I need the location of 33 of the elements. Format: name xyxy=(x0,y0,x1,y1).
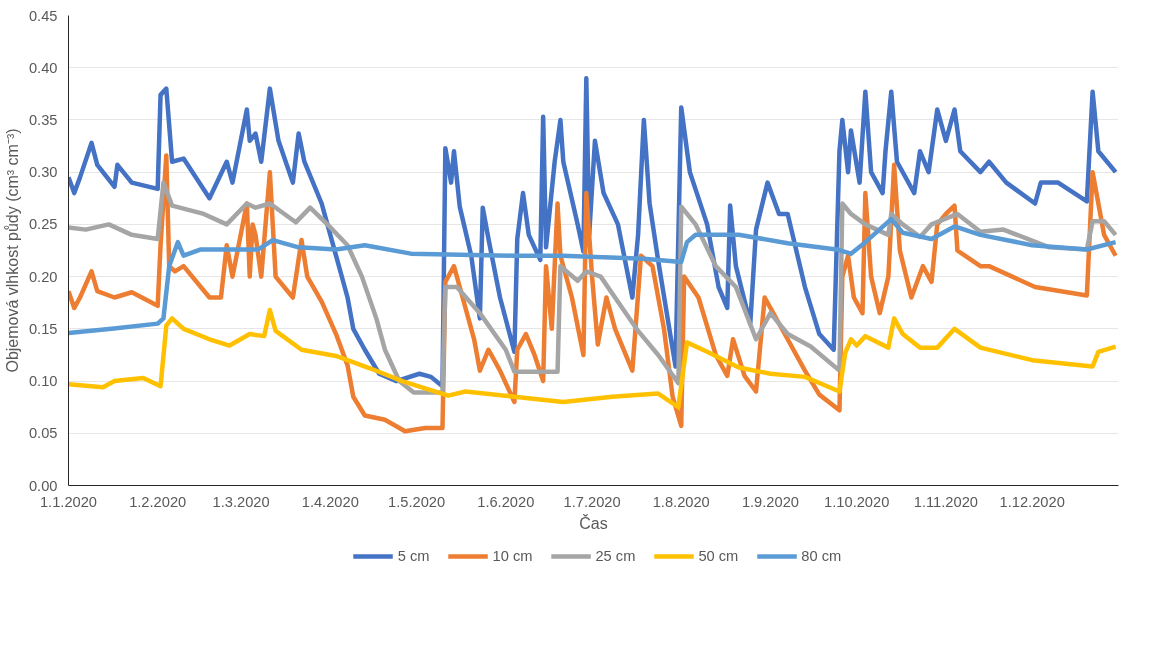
legend-label: 5 cm xyxy=(397,548,430,564)
line-series xyxy=(68,180,1118,395)
y-tick-label: 0.35 xyxy=(28,111,58,128)
line-series xyxy=(68,307,1118,410)
y-tick-label: 0.00 xyxy=(28,477,58,494)
legend-label: 25 cm xyxy=(595,548,636,564)
x-tick-label: 1.4.2020 xyxy=(301,493,359,510)
x-tick-label: 1.5.2020 xyxy=(388,493,446,510)
x-tick-label: 1.2.2020 xyxy=(129,493,187,510)
x-tick-label: 1.8.2020 xyxy=(652,493,710,510)
y-tick-label: 0.25 xyxy=(28,216,58,233)
y-tick-label: 0.10 xyxy=(28,373,58,390)
x-tick-label: 1.9.2020 xyxy=(741,493,799,510)
legend-label: 50 cm xyxy=(698,548,739,564)
y-tick-label: 0.30 xyxy=(28,164,58,181)
x-tick-label: 1.6.2020 xyxy=(477,493,535,510)
line-series xyxy=(68,216,1118,336)
y-tick-label: 0.15 xyxy=(28,320,58,337)
x-tick-label: 1.7.2020 xyxy=(563,493,621,510)
y-tick-label: 0.45 xyxy=(28,7,58,24)
y-tick-label: 0.05 xyxy=(28,425,58,442)
x-tick-label: 1.11.2020 xyxy=(913,493,978,510)
x-axis-title: Čas xyxy=(579,513,608,532)
y-tick-label: 0.20 xyxy=(28,268,58,285)
x-tick-label: 1.3.2020 xyxy=(212,493,270,510)
line-series xyxy=(68,75,1118,389)
y-axis-title: Objemová vlhkost půdy (cm³ cm⁻³) xyxy=(3,128,21,373)
x-tick-label: 1.12.2020 xyxy=(999,493,1065,510)
x-tick-label: 1.10.2020 xyxy=(824,493,890,510)
legend-label: 10 cm xyxy=(492,548,533,564)
legend-label: 80 cm xyxy=(801,548,842,564)
y-tick-label: 0.40 xyxy=(28,59,58,76)
x-tick-label: 1.1.2020 xyxy=(39,493,98,510)
